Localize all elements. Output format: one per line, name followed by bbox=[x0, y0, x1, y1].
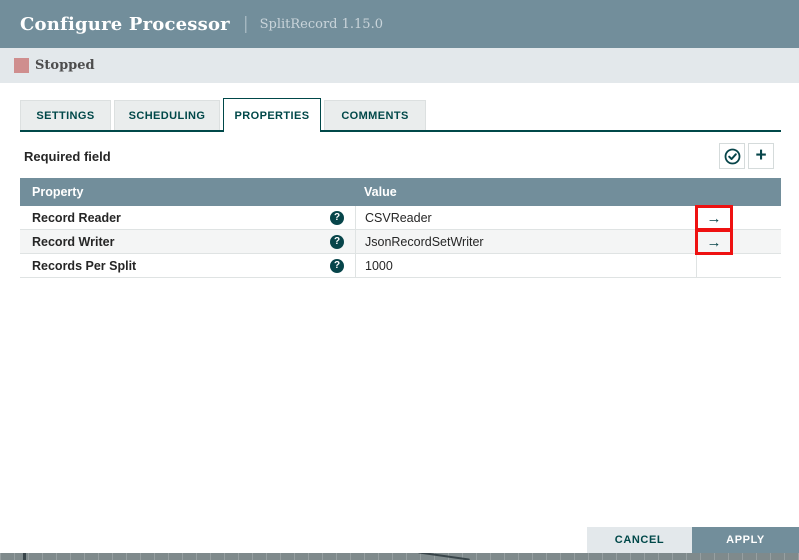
property-value-cell[interactable]: JsonRecordSetWriter bbox=[355, 230, 696, 253]
property-name: Record Writer bbox=[32, 234, 115, 249]
stopped-status-icon bbox=[14, 58, 29, 73]
property-value: 1000 bbox=[365, 258, 393, 273]
connection-line bbox=[418, 553, 470, 560]
tab-scheduling[interactable]: SCHEDULING bbox=[114, 100, 220, 130]
properties-toolbar: + bbox=[719, 143, 781, 169]
property-value-cell[interactable]: CSVReader bbox=[355, 206, 696, 229]
tab-settings[interactable]: SETTINGS bbox=[20, 100, 111, 130]
column-header-value: Value bbox=[364, 185, 397, 199]
canvas-background bbox=[0, 553, 799, 560]
properties-table: Property Value Record Reader ? CSVReader… bbox=[20, 178, 781, 278]
tab-properties[interactable]: PROPERTIES bbox=[223, 98, 321, 132]
cancel-button[interactable]: CANCEL bbox=[587, 527, 692, 553]
property-value-cell[interactable]: 1000 bbox=[355, 254, 696, 277]
tab-settings-label: SETTINGS bbox=[36, 109, 95, 122]
properties-toolbar-row: Required field + bbox=[20, 140, 781, 172]
title-separator: | bbox=[242, 14, 249, 34]
dialog-footer: CANCEL APPLY bbox=[587, 527, 799, 553]
status-bar: Stopped bbox=[0, 48, 799, 83]
required-field-label: Required field bbox=[24, 148, 111, 164]
table-row-record-reader: Record Reader ? CSVReader → bbox=[20, 205, 781, 231]
status-label: Stopped bbox=[35, 58, 95, 73]
property-name: Records Per Split bbox=[32, 258, 137, 273]
property-name: Record Reader bbox=[32, 210, 121, 225]
annotation-box-record-writer: → bbox=[695, 229, 733, 255]
tab-comments[interactable]: COMMENTS bbox=[324, 100, 426, 130]
processor-name-version: SplitRecord 1.15.0 bbox=[259, 16, 383, 32]
go-to-service-icon[interactable]: → bbox=[706, 233, 722, 251]
check-circle-icon bbox=[724, 148, 741, 165]
verify-properties-button[interactable] bbox=[719, 143, 745, 169]
help-icon: ? bbox=[330, 234, 344, 249]
tab-bar: SETTINGS SCHEDULING PROPERTIES COMMENTS bbox=[20, 98, 781, 132]
add-property-button[interactable]: + bbox=[748, 143, 774, 169]
tab-properties-label: PROPERTIES bbox=[234, 109, 310, 122]
go-to-service-icon[interactable]: → bbox=[706, 209, 722, 227]
table-header-row: Property Value bbox=[20, 178, 781, 206]
column-header-property: Property bbox=[32, 185, 84, 199]
table-row-records-per-split: Records Per Split ? 1000 bbox=[20, 254, 781, 278]
property-value: JsonRecordSetWriter bbox=[365, 234, 484, 249]
help-icon: ? bbox=[330, 258, 344, 273]
table-row-record-writer: Record Writer ? JsonRecordSetWriter → bbox=[20, 229, 781, 255]
tab-comments-label: COMMENTS bbox=[341, 109, 409, 122]
tab-scheduling-label: SCHEDULING bbox=[128, 109, 206, 122]
canvas-object bbox=[23, 553, 26, 560]
plus-icon: + bbox=[755, 144, 767, 166]
help-icon: ? bbox=[330, 210, 344, 225]
property-value: CSVReader bbox=[365, 210, 432, 225]
apply-button[interactable]: APPLY bbox=[692, 527, 799, 553]
dialog-header: Configure Processor | SplitRecord 1.15.0 bbox=[0, 0, 799, 48]
dialog-title: Configure Processor bbox=[20, 13, 230, 35]
annotation-box-record-reader: → bbox=[695, 205, 733, 231]
